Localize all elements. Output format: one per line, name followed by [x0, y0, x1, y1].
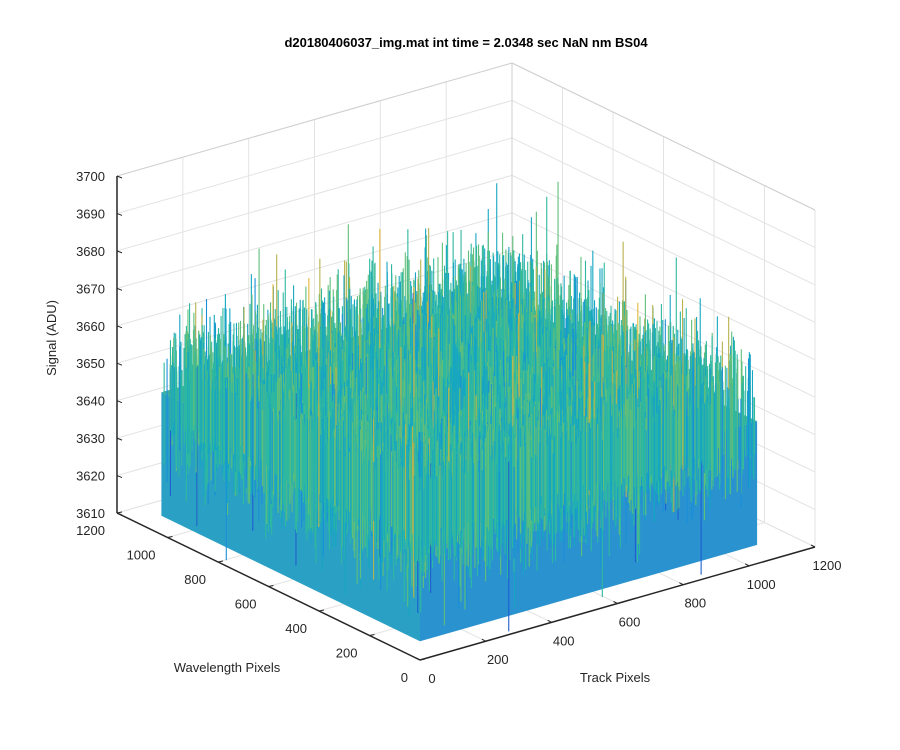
grid-line — [116, 137, 513, 252]
grid-line — [511, 174, 816, 323]
grid-line — [116, 212, 513, 327]
grid-line — [116, 99, 513, 214]
grid-line — [511, 249, 816, 398]
grid-line — [116, 174, 513, 289]
box-edge — [511, 62, 816, 211]
grid-line — [511, 212, 816, 361]
box-edge — [116, 62, 513, 177]
grid-line — [511, 137, 816, 286]
grid-line — [511, 99, 816, 248]
surface-plot — [161, 181, 758, 642]
